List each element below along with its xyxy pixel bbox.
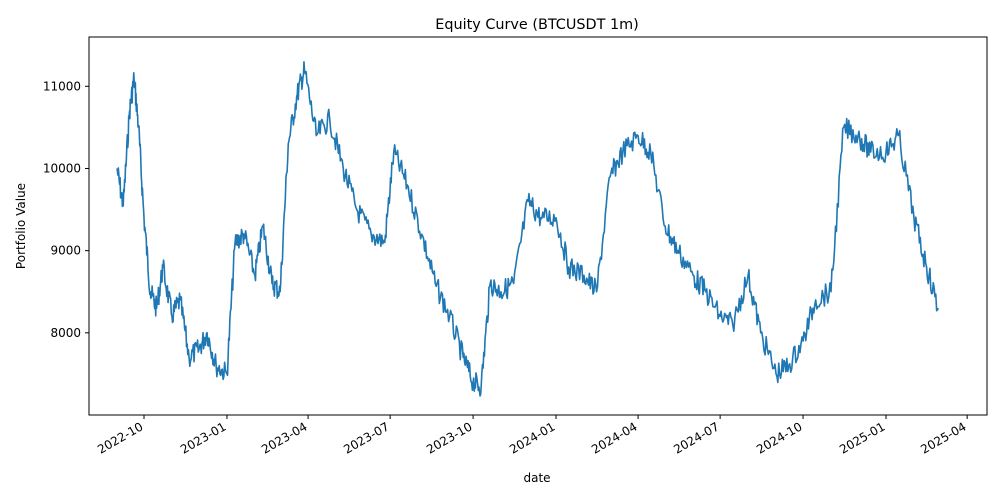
y-axis: 8000 9000 10000 11000	[43, 79, 89, 340]
y-tick-label: 9000	[50, 244, 81, 258]
y-tick-label: 8000	[50, 326, 81, 340]
x-axis-label: date	[523, 471, 550, 485]
plot-frame	[88, 36, 988, 416]
plot-area	[116, 60, 940, 397]
y-axis-label: Portfolio Value	[14, 183, 28, 269]
y-tick-label: 10000	[43, 161, 81, 175]
series-line-0	[116, 60, 940, 397]
chart-title: Equity Curve (BTCUSDT 1m)	[435, 17, 639, 33]
y-tick-label: 11000	[43, 79, 81, 93]
